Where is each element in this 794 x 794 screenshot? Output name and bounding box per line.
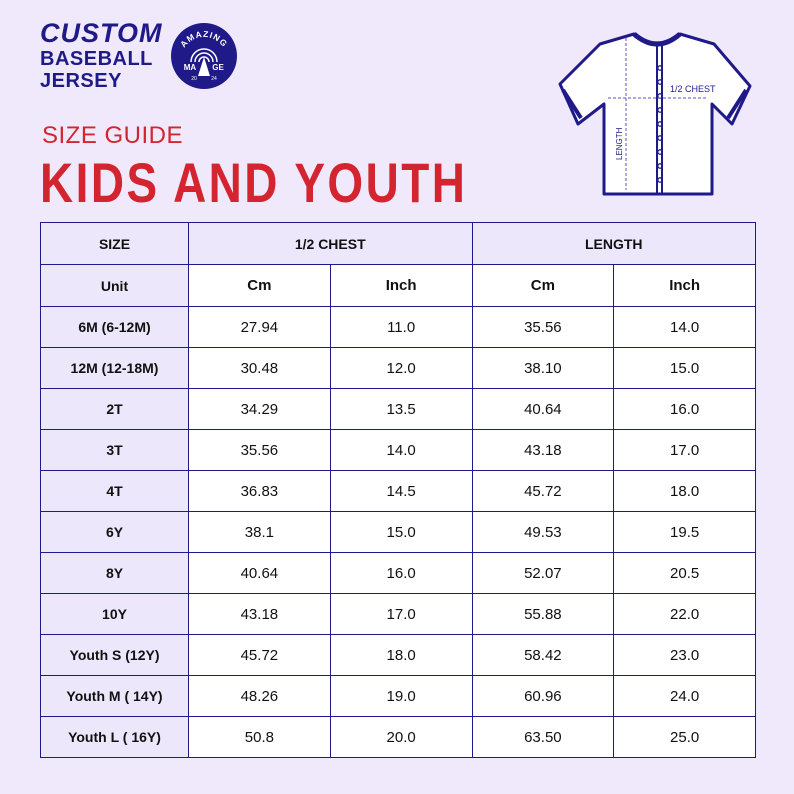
length-inch-cell: 23.0: [613, 634, 756, 676]
logo-year-right: 24: [211, 76, 217, 82]
brand-line-jersey: JERSEY: [40, 70, 122, 92]
length-cm-cell: 35.56: [471, 306, 615, 348]
size-cell: 12M (12-18M): [40, 347, 189, 389]
chest-cm-cell: 30.48: [188, 347, 331, 389]
unit-chest-inch: Inch: [329, 264, 473, 307]
length-cm-cell: 45.72: [471, 470, 615, 512]
table-unit-row: Unit Cm Inch Cm Inch: [40, 264, 756, 307]
table-row: 6Y 38.1 15.0 49.53 19.5: [40, 511, 756, 553]
table-row: 4T 36.83 14.5 45.72 18.0: [40, 470, 756, 512]
chest-cm-cell: 38.1: [188, 511, 331, 553]
chest-inch-cell: 12.0: [329, 347, 473, 389]
logo-year-left: 20: [191, 76, 197, 82]
length-label: LENGTH: [615, 127, 624, 160]
chest-inch-cell: 15.0: [329, 511, 473, 553]
chest-cm-cell: 45.72: [188, 634, 331, 676]
brand-line-custom: CUSTOM: [40, 18, 163, 48]
length-inch-cell: 20.5: [613, 552, 756, 594]
size-cell: 6Y: [40, 511, 189, 553]
length-cm-cell: 49.53: [471, 511, 615, 553]
size-table: SIZE 1/2 CHEST LENGTH Unit Cm Inch Cm In…: [40, 222, 756, 758]
size-guide-label: SIZE GUIDE: [42, 122, 184, 149]
size-cell: 10Y: [40, 593, 189, 635]
table-row: Youth L ( 16Y) 50.8 20.0 63.50 25.0: [40, 716, 756, 758]
unit-length-inch: Inch: [613, 264, 756, 307]
length-cm-cell: 55.88: [471, 593, 615, 635]
chest-cm-cell: 34.29: [188, 388, 331, 430]
chest-inch-cell: 19.0: [329, 675, 473, 717]
unit-chest-cm: Cm: [188, 264, 331, 307]
length-inch-cell: 25.0: [613, 716, 756, 758]
size-cell: Youth S (12Y): [40, 634, 189, 676]
chest-inch-cell: 20.0: [329, 716, 473, 758]
length-inch-cell: 22.0: [613, 593, 756, 635]
header-size: SIZE: [40, 222, 189, 265]
chest-cm-cell: 36.83: [188, 470, 331, 512]
size-cell: 4T: [40, 470, 189, 512]
chest-inch-cell: 11.0: [329, 306, 473, 348]
size-cell: 2T: [40, 388, 189, 430]
length-inch-cell: 19.5: [613, 511, 756, 553]
size-cell: Youth M ( 14Y): [40, 675, 189, 717]
chest-cm-cell: 27.94: [188, 306, 331, 348]
chest-cm-cell: 50.8: [188, 716, 331, 758]
chest-inch-cell: 13.5: [329, 388, 473, 430]
length-cm-cell: 40.64: [471, 388, 615, 430]
length-cm-cell: 60.96: [471, 675, 615, 717]
jersey-buttons: [657, 65, 663, 183]
unit-label: Unit: [40, 264, 189, 307]
chest-cm-cell: 35.56: [188, 429, 331, 471]
table-row: Youth S (12Y) 45.72 18.0 58.42 23.0: [40, 634, 756, 676]
table-row: 10Y 43.18 17.0 55.88 22.0: [40, 593, 756, 635]
chest-inch-cell: 18.0: [329, 634, 473, 676]
jersey-measurement-diagram: 1/2 CHEST LENGTH: [558, 32, 752, 196]
logo-text-ge: GE: [212, 63, 224, 72]
chest-inch-cell: 17.0: [329, 593, 473, 635]
length-inch-cell: 16.0: [613, 388, 756, 430]
length-inch-cell: 15.0: [613, 347, 756, 389]
size-cell: 3T: [40, 429, 189, 471]
chest-inch-cell: 14.5: [329, 470, 473, 512]
table-header-row: SIZE 1/2 CHEST LENGTH: [40, 222, 756, 265]
length-inch-cell: 17.0: [613, 429, 756, 471]
table-row: 8Y 40.64 16.0 52.07 20.5: [40, 552, 756, 594]
length-cm-cell: 43.18: [471, 429, 615, 471]
length-cm-cell: 38.10: [471, 347, 615, 389]
chest-inch-cell: 16.0: [329, 552, 473, 594]
chest-label: 1/2 CHEST: [670, 84, 716, 94]
amazing-mage-logo: AMAZING MA GE 20 24: [171, 23, 237, 89]
chest-cm-cell: 48.26: [188, 675, 331, 717]
unit-length-cm: Cm: [471, 264, 615, 307]
length-inch-cell: 24.0: [613, 675, 756, 717]
size-cell: Youth L ( 16Y): [40, 716, 189, 758]
length-inch-cell: 14.0: [613, 306, 756, 348]
logo-text-ma: MA: [184, 63, 197, 72]
size-cell: 8Y: [40, 552, 189, 594]
size-cell: 6M (6-12M): [40, 306, 189, 348]
length-cm-cell: 52.07: [471, 552, 615, 594]
length-inch-cell: 18.0: [613, 470, 756, 512]
brand-wordmark: CUSTOM BASEBALL JERSEY: [40, 18, 163, 92]
length-cm-cell: 63.50: [471, 716, 615, 758]
brand-line-baseball: BASEBALL: [40, 48, 153, 70]
chest-inch-cell: 14.0: [329, 429, 473, 471]
table-row: 6M (6-12M) 27.94 11.0 35.56 14.0: [40, 306, 756, 348]
table-row: 12M (12-18M) 30.48 12.0 38.10 15.0: [40, 347, 756, 389]
table-row: Youth M ( 14Y) 48.26 19.0 60.96 24.0: [40, 675, 756, 717]
page-title: KIDS AND YOUTH: [40, 151, 468, 214]
length-cm-cell: 58.42: [471, 634, 615, 676]
chest-cm-cell: 40.64: [188, 552, 331, 594]
header-chest: 1/2 CHEST: [188, 222, 473, 265]
header-length: LENGTH: [471, 222, 756, 265]
chest-cm-cell: 43.18: [188, 593, 331, 635]
table-row: 2T 34.29 13.5 40.64 16.0: [40, 388, 756, 430]
table-row: 3T 35.56 14.0 43.18 17.0: [40, 429, 756, 471]
